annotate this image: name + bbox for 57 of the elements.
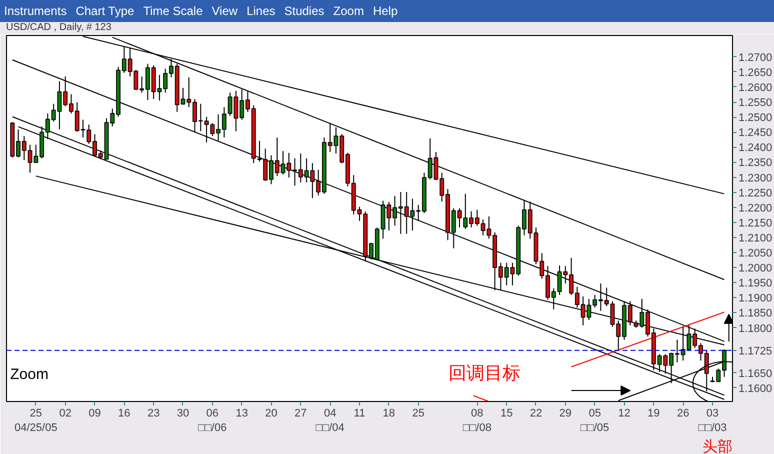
x-tick-label: 09 [88,408,101,420]
y-tick-label: 1.1600 [738,382,772,395]
x-tick-label: 19 [648,408,660,420]
annotation: Zoom [10,366,48,384]
y-tick-label: 1.2300 [738,172,772,184]
text: Instruments [4,4,67,18]
text: View [212,4,238,18]
x-tick-label: 26 [676,408,690,420]
y-tick-label: 1.2650 [738,66,772,79]
x-tick-label: 22 [530,408,542,420]
x-tick-label: 30 [176,408,190,420]
y-tick-label: 1.2350 [738,157,772,170]
y-tick-label: 1.2450 [738,127,772,140]
y-tick-label: 1.2550 [738,97,772,110]
y-tick-label: 1.2600 [738,82,772,94]
y-tick-label: 1.2200 [738,202,772,214]
x-tick-label: 02 [59,408,72,420]
x-tick-label: 11 [354,408,366,420]
x-tick-label: 16 [118,408,130,420]
chart-title: USD/CAD , Daily, # 123 [6,22,112,34]
x-tick-label: 13 [236,408,248,420]
x-tick-label: 06 □□/06 [198,408,227,434]
y-tick-label: 1.2150 [738,217,772,230]
x-tick-label: 20 [265,408,278,420]
y-tick-label: 1.1850 [738,308,772,320]
y-tick-label: 1.1900 [738,292,772,305]
ref-line-label: 1.1725 [738,345,772,358]
text: Studies [284,4,324,18]
text: Zoom [333,4,364,18]
y-tick-label: 1.2700 [738,52,772,64]
y-tick-label: 1.2250 [738,187,772,200]
x-tick-label: 25 [412,408,424,420]
x-tick-label: 25 04/25/05 [14,408,58,434]
text: Chart Type [76,4,134,18]
y-tick-label: 1.2400 [738,142,772,154]
x-tick-label: 03 □□/03 [698,408,727,434]
text: Lines [246,4,276,18]
x-tick-label: 29 [559,408,572,420]
text: Help [372,4,398,18]
y-tick-label: 1.2100 [738,232,772,244]
y-tick-label: 1.2000 [738,262,772,275]
y-tick-label: 1.1950 [738,278,772,290]
x-tick-label: 18 [382,408,396,420]
annotation: 回调目标 [448,363,521,384]
x-tick-label: 04 □□/04 [316,408,344,434]
x-tick-label: 23 [147,408,160,420]
y-tick-label: 1.1800 [738,322,772,335]
x-tick-label: 12 [618,408,630,420]
x-tick-label: 27 [294,408,307,420]
y-tick-label: 1.2050 [738,248,772,260]
y-tick-label: 1.1650 [738,368,772,380]
y-tick-label: 1.2500 [738,112,772,124]
x-tick-label: 15 [500,408,513,420]
text: Time Scale [143,4,203,18]
text: 头部 [702,438,732,454]
x-tick-label: 05 □□/05 [580,408,610,434]
x-tick-label: 08 □□/08 [462,408,492,434]
